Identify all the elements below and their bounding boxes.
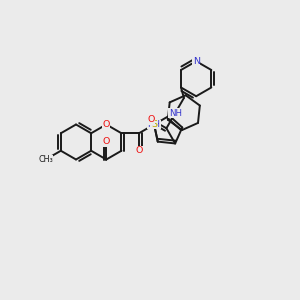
Text: O: O [135,146,143,155]
Text: S: S [151,120,157,129]
Text: O: O [103,120,110,129]
Text: O: O [103,137,110,146]
Text: CH₃: CH₃ [38,155,53,164]
Text: NH: NH [169,109,182,118]
Text: N: N [193,57,200,66]
Text: O: O [148,115,155,124]
Text: NH: NH [148,120,160,129]
